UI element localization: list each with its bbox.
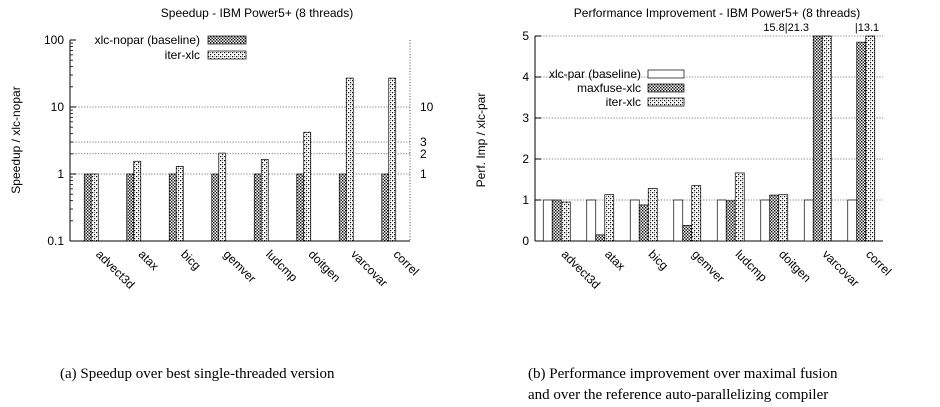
chart-b-bar — [542, 199, 553, 242]
chart-a-bar — [338, 173, 347, 242]
chart-a-x-tick-label: ludcmp — [263, 247, 300, 284]
chart-b-bar — [778, 194, 789, 242]
chart-b-legend-label: iter-xlc — [606, 95, 641, 109]
chart-b-bar — [604, 194, 615, 242]
chart-b-x-tick-label: varcovar — [820, 247, 862, 289]
chart-b-x-tick-label: bicg — [646, 247, 671, 272]
chart-b-legend-swatch — [647, 97, 685, 107]
chart-b-bar — [647, 188, 658, 242]
chart-b-bar — [629, 199, 640, 242]
chart-b-ylabel: Perf. Imp / xlc-par — [474, 93, 488, 188]
chart-a-bar — [296, 173, 305, 242]
chart-b-bar — [760, 199, 771, 242]
chart-a-bar — [218, 152, 227, 242]
chart-b-legend-swatch — [647, 69, 685, 79]
chart-a-bar — [381, 173, 390, 242]
chart-b-y-tick-label: 3 — [522, 111, 529, 125]
chart-b-bar — [856, 41, 867, 242]
chart-b-bar — [865, 35, 876, 242]
chart-a-y-tick-label: 0.1 — [47, 234, 64, 248]
caption-a: (a) Speedup over best single-threaded ve… — [60, 366, 335, 382]
chart-b-annotation: |13.1 — [855, 22, 879, 34]
chart-a-bar — [133, 160, 142, 242]
chart-a-legend-swatch — [207, 50, 247, 60]
chart-a-legend-swatch — [207, 35, 247, 45]
caption-b-line1: (b) Performance improvement over maximal… — [528, 366, 838, 382]
chart-b-bar — [821, 35, 832, 242]
chart-a-right-tick-label: 2 — [420, 147, 427, 161]
chart-b-y-tick-label: 0 — [522, 234, 529, 248]
chart-b-bar — [682, 225, 693, 242]
chart-b-x-tick-label: correl — [863, 247, 894, 278]
chart-b-legend-label: maxfuse-xlc — [577, 81, 641, 95]
chart-a-bar — [345, 77, 354, 242]
chart-b-y-tick-label: 4 — [522, 70, 529, 84]
chart-a-bar — [260, 159, 269, 242]
chart-b-bar — [586, 199, 597, 242]
chart-a-y-tick-label: 10 — [51, 100, 65, 114]
chart-b-bar — [673, 199, 684, 242]
chart-b-bar — [812, 35, 823, 242]
chart-b-y-tick-label: 5 — [522, 29, 529, 43]
chart-a-x-tick-label: atax — [136, 247, 162, 273]
chart-a-right-tick-label: 3 — [420, 135, 427, 149]
chart-a-bar — [90, 173, 99, 242]
chart-b-bar — [716, 199, 727, 242]
chart-a-bar — [253, 173, 262, 242]
chart-b-bar — [734, 172, 745, 242]
chart-b-title: Performance Improvement - IBM Power5+ (8… — [574, 6, 860, 20]
chart-a-bar — [388, 77, 397, 242]
chart-b-y-tick-label: 2 — [522, 152, 529, 166]
chart-b-bar — [551, 199, 562, 242]
chart-b-bar — [769, 194, 780, 242]
chart-a-right-tick-label: 1 — [420, 167, 427, 181]
chart-b-x-tick-label: gemver — [689, 247, 727, 285]
chart-b-x-tick-label: atax — [602, 247, 628, 273]
chart-a-bar — [168, 173, 177, 242]
chart-a-title: Speedup - IBM Power5+ (8 threads) — [161, 6, 353, 20]
chart-a-legend-label: xlc-nopar (baseline) — [95, 33, 200, 47]
chart-a-right-tick-label: 10 — [420, 100, 434, 114]
chart-b-x-tick-label: doitgen — [776, 247, 814, 285]
chart-a-bar — [211, 173, 220, 242]
caption-b-line2: and over the reference auto-parallelizin… — [528, 387, 828, 403]
chart-a-ylabel: Speedup / xlc-nopar — [9, 86, 23, 193]
chart-a-x-tick-label: bicg — [178, 247, 203, 272]
chart-a-bar — [126, 173, 135, 242]
chart-b-legend-swatch — [647, 83, 685, 93]
chart-b-bar — [725, 200, 736, 242]
chart-a-x-tick-label: gemver — [221, 247, 259, 285]
chart-a-bar — [83, 173, 92, 242]
chart-a-x-tick-label: varcovar — [348, 247, 390, 289]
chart-a-legend-label: iter-xlc — [165, 48, 200, 62]
chart-b-bar — [638, 204, 649, 242]
chart-b-bar — [595, 234, 606, 242]
chart-a-x-tick-label: advect3d — [93, 247, 137, 291]
chart-a-bar — [175, 166, 184, 242]
chart-a-x-tick-label: correl — [391, 247, 422, 278]
chart-b-bar — [560, 201, 571, 242]
chart-a-x-tick-label: doitgen — [306, 247, 344, 285]
chart-b-bar — [803, 199, 814, 242]
chart-a-bar — [303, 131, 312, 242]
chart-b-y-tick-label: 1 — [522, 193, 529, 207]
chart-b-x-tick-label: ludcmp — [733, 247, 770, 284]
chart-b-legend-label: xlc-par (baseline) — [549, 67, 641, 81]
chart-b: 0 1 2 3 4 5 advect3d atax bicg gemver ludcmp doitge… — [522, 22, 894, 292]
chart-a-y-tick-label: 100 — [44, 33, 64, 47]
chart-b-annotation: 15.8|21.3 — [763, 22, 809, 34]
chart-b-bar — [691, 185, 702, 242]
chart-b-bar — [847, 199, 858, 242]
chart-a-y-tick-label: 1 — [57, 167, 64, 181]
chart-b-x-tick-label: advect3d — [559, 247, 603, 291]
